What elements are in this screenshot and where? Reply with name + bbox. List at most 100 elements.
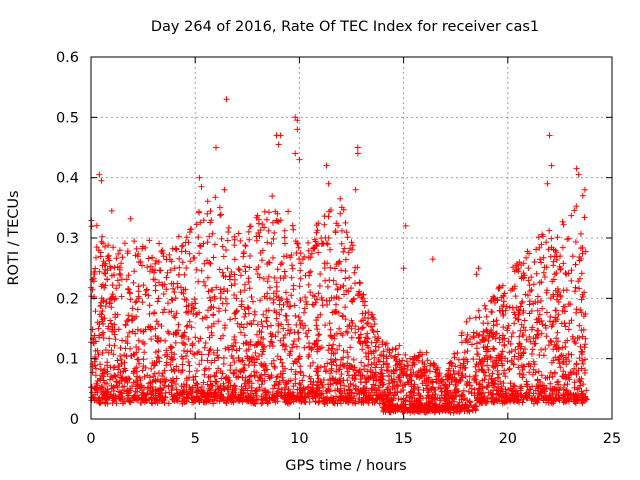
data-point xyxy=(384,361,390,368)
data-point xyxy=(268,374,274,381)
data-point xyxy=(296,283,303,290)
data-point xyxy=(398,396,405,403)
data-point xyxy=(319,390,326,397)
data-point xyxy=(538,259,545,266)
data-point xyxy=(582,248,589,255)
data-point xyxy=(261,343,267,350)
data-point xyxy=(158,323,165,329)
data-point xyxy=(527,386,534,393)
data-point xyxy=(338,267,345,274)
data-point xyxy=(145,292,152,299)
data-point xyxy=(537,383,544,390)
data-point xyxy=(356,368,363,375)
data-point xyxy=(247,223,254,230)
data-point xyxy=(146,380,152,387)
data-point xyxy=(374,337,381,344)
data-point xyxy=(535,396,541,403)
data-point xyxy=(205,288,212,295)
data-point xyxy=(278,260,285,266)
data-point xyxy=(254,271,261,277)
data-point xyxy=(213,284,220,291)
data-point xyxy=(155,259,162,265)
data-point xyxy=(274,288,280,295)
data-point xyxy=(568,317,575,324)
data-point xyxy=(253,237,260,244)
data-point xyxy=(334,285,341,292)
data-point xyxy=(316,331,323,338)
data-point xyxy=(272,399,279,406)
data-point xyxy=(361,385,368,391)
data-point xyxy=(90,278,97,285)
data-point xyxy=(377,352,384,359)
data-point xyxy=(452,378,459,385)
data-point xyxy=(246,285,253,292)
data-point xyxy=(328,395,334,402)
data-point xyxy=(516,340,523,347)
data-point xyxy=(306,340,312,347)
data-point xyxy=(482,306,489,312)
data-point xyxy=(493,387,500,394)
data-point xyxy=(209,230,216,237)
data-point xyxy=(316,398,323,405)
data-point xyxy=(331,335,338,342)
data-point xyxy=(208,359,215,366)
data-point xyxy=(211,241,218,248)
data-point xyxy=(175,233,182,240)
data-point xyxy=(154,298,161,305)
data-point xyxy=(233,347,240,354)
data-point xyxy=(423,377,430,383)
data-point xyxy=(93,254,99,261)
data-point xyxy=(582,341,589,348)
data-point xyxy=(249,354,256,361)
data-point xyxy=(275,218,282,225)
data-point xyxy=(258,318,265,325)
data-point xyxy=(392,362,399,369)
data-point xyxy=(346,274,353,281)
data-point xyxy=(365,309,372,316)
data-point xyxy=(563,354,570,361)
data-point xyxy=(396,377,403,384)
data-point xyxy=(246,264,253,271)
data-point xyxy=(424,357,431,364)
data-point xyxy=(256,328,263,335)
data-point xyxy=(455,370,462,377)
data-point xyxy=(139,367,146,374)
data-point xyxy=(510,361,517,368)
data-point xyxy=(130,279,137,286)
data-point xyxy=(415,357,422,364)
data-point xyxy=(174,392,181,399)
data-point xyxy=(499,362,506,369)
chart-title: Day 264 of 2016, Rate Of TEC Index for r… xyxy=(151,19,539,35)
data-point xyxy=(462,373,469,380)
data-point xyxy=(379,370,386,377)
data-point xyxy=(481,355,488,362)
data-point xyxy=(206,294,213,301)
data-point xyxy=(336,378,343,385)
data-point xyxy=(531,259,538,265)
data-point xyxy=(315,249,322,256)
x-tick-label: 20 xyxy=(499,431,517,447)
data-point xyxy=(322,277,329,284)
data-point xyxy=(278,393,285,400)
data-point xyxy=(400,265,407,272)
data-point xyxy=(95,247,102,254)
data-point xyxy=(560,303,567,310)
data-point xyxy=(515,343,522,350)
data-point xyxy=(554,296,560,303)
data-point xyxy=(139,243,146,250)
data-point xyxy=(577,245,584,252)
data-point xyxy=(512,293,519,300)
data-point xyxy=(523,390,529,397)
data-point xyxy=(108,207,115,214)
data-point xyxy=(314,314,321,321)
data-point xyxy=(338,240,345,247)
data-point xyxy=(305,327,312,334)
data-point xyxy=(419,351,426,358)
data-point xyxy=(322,368,329,375)
data-point xyxy=(233,308,240,315)
data-point xyxy=(326,342,332,349)
data-point xyxy=(183,353,189,359)
data-point xyxy=(493,330,500,337)
axis-ticks xyxy=(90,56,613,420)
data-point xyxy=(161,382,168,389)
